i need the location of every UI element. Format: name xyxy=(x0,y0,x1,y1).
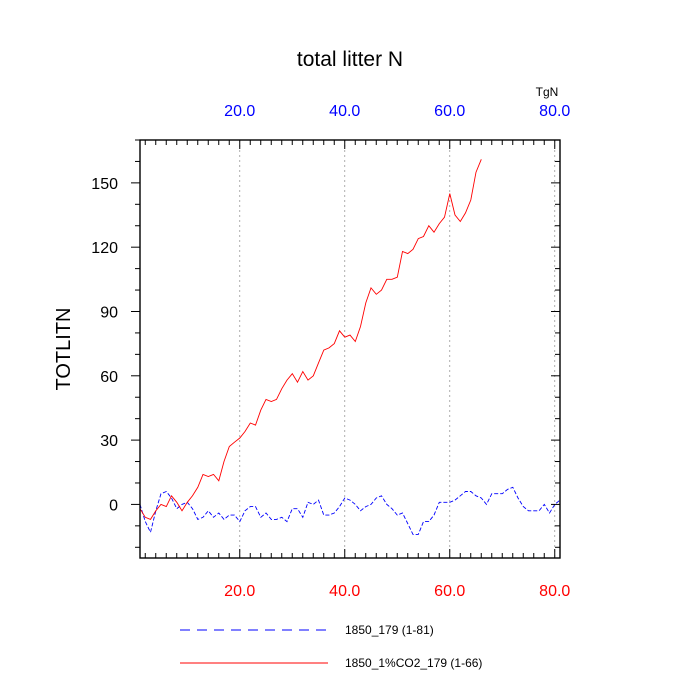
x-tick-label-top: 40.0 xyxy=(329,103,360,120)
x-tick-label-top: 80.0 xyxy=(539,103,570,120)
y-tick-label: 60 xyxy=(100,369,118,386)
tick-labels: 20.0 20.0 40.0 40.0 60.0 60.0 80.0 80.0 0 30 60 90 1… xyxy=(91,103,570,600)
y-tick-label: 0 xyxy=(109,497,118,514)
tick-marks xyxy=(131,139,560,558)
plot-frame xyxy=(139,139,561,559)
y-tick-label: 90 xyxy=(100,304,118,321)
y-tick-label: 150 xyxy=(91,176,118,193)
legend: 1850_179 (1-81) 1850_1%CO2_179 (1-66) xyxy=(180,623,482,670)
y-tick-label: 120 xyxy=(91,240,118,257)
x-tick-label-bottom: 40.0 xyxy=(329,583,360,600)
units-label: TgN xyxy=(536,85,559,99)
grid-lines xyxy=(239,140,556,558)
x-tick-label-top: 60.0 xyxy=(434,103,465,120)
y-axis-label: TOTLITN xyxy=(53,308,75,391)
x-tick-label-bottom: 20.0 xyxy=(224,583,255,600)
series-line-1 xyxy=(139,159,482,520)
x-tick-label-top: 20.0 xyxy=(224,103,255,120)
y-tick-label: 30 xyxy=(100,433,118,450)
legend-entry-1850-1pctco2-179: 1850_1%CO2_179 (1-66) xyxy=(345,656,482,670)
chart-title: total litter N xyxy=(297,48,403,71)
x-tick-label-bottom: 80.0 xyxy=(539,583,570,600)
series-layer xyxy=(139,159,561,535)
x-tick-label-bottom: 60.0 xyxy=(434,583,465,600)
series-line-0 xyxy=(139,486,561,535)
legend-entry-1850-179: 1850_179 (1-81) xyxy=(345,623,434,637)
